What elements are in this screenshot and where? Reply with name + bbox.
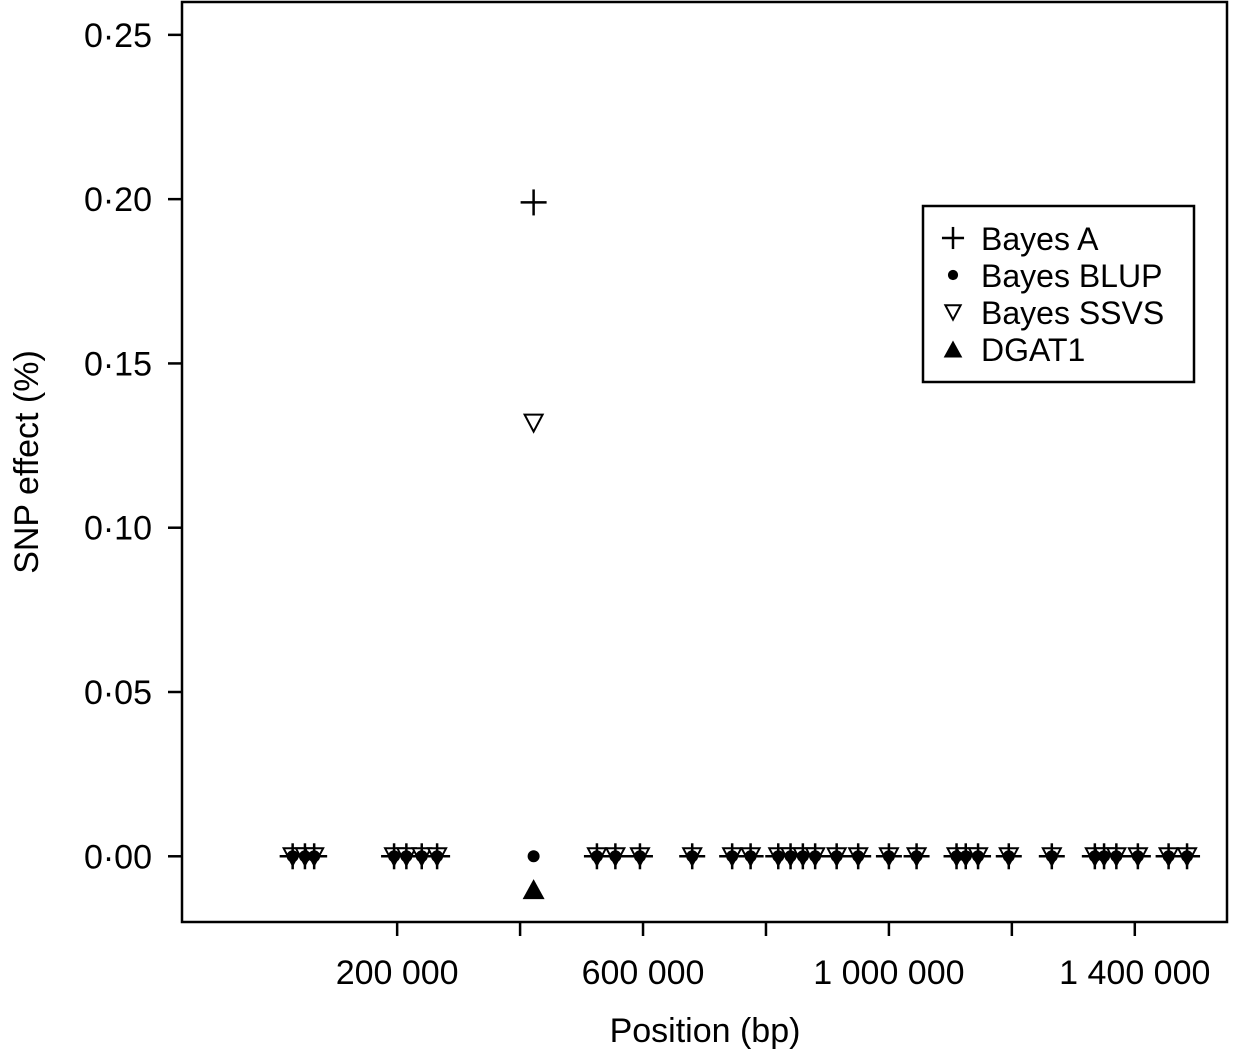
legend-box: [921, 204, 1196, 384]
legend-marker-bayes-blup: [947, 269, 959, 281]
point-dgat1: [522, 879, 545, 900]
y-tick-label: 0·25: [84, 17, 152, 55]
x-tick-label: 1 400 000: [1059, 954, 1210, 992]
point-bayes-blup: [1162, 850, 1175, 863]
point-bayes-blup: [882, 850, 895, 863]
point-bayes-ssvs: [522, 413, 545, 434]
y-tick-label: 0·05: [84, 674, 152, 712]
point-bayes-blup: [959, 850, 972, 863]
point-bayes-blup: [415, 850, 428, 863]
point-bayes-blup: [796, 850, 809, 863]
point-bayes-blup: [852, 850, 865, 863]
point-bayes-blup: [830, 850, 843, 863]
y-tick-label: 0·20: [84, 181, 152, 219]
y-axis-label: SNP effect (%): [8, 350, 46, 574]
x-tick-label: 600 000: [582, 954, 705, 992]
y-tick-label: 0·00: [84, 838, 152, 876]
point-bayes-blup: [298, 850, 311, 863]
point-bayes-blup: [609, 850, 622, 863]
legend-label-bayes-blup: Bayes BLUP: [981, 258, 1162, 294]
point-bayes-blup: [1131, 850, 1144, 863]
y-tick-label: 0·15: [84, 345, 152, 383]
legend-label-bayes-a: Bayes A: [981, 221, 1099, 257]
point-bayes-blup: [633, 850, 646, 863]
plot-frame: [180, 0, 1229, 924]
point-bayes-blup: [950, 850, 963, 863]
legend-label-bayes-ssvs: Bayes SSVS: [981, 295, 1164, 331]
point-bayes-blup: [784, 850, 797, 863]
legend-marker-dgat1: [943, 340, 963, 358]
x-axis-label: Position (bp): [610, 1012, 801, 1050]
point-bayes-blup: [1045, 850, 1058, 863]
x-tick-label: 1 000 000: [813, 954, 964, 992]
legend-label-dgat1: DGAT1: [981, 332, 1085, 368]
point-bayes-blup: [400, 850, 413, 863]
point-bayes-blup: [286, 850, 299, 863]
point-bayes-blup: [910, 850, 923, 863]
point-bayes-blup: [744, 850, 757, 863]
legend-marker-bayes-a: [941, 226, 965, 250]
y-tick-label: 0·10: [84, 510, 152, 548]
legend-marker-bayes-ssvs: [943, 304, 963, 322]
point-bayes-blup: [686, 850, 699, 863]
point-bayes-blup: [1088, 850, 1101, 863]
point-bayes-blup: [527, 850, 540, 863]
point-bayes-a: [520, 189, 547, 216]
point-bayes-blup: [388, 850, 401, 863]
point-bayes-blup: [590, 850, 603, 863]
x-tick-label: 200 000: [336, 954, 459, 992]
point-bayes-blup: [726, 850, 739, 863]
point-bayes-blup: [972, 850, 985, 863]
point-bayes-blup: [308, 850, 321, 863]
point-bayes-blup: [1002, 850, 1015, 863]
point-bayes-blup: [431, 850, 444, 863]
point-bayes-blup: [809, 850, 822, 863]
point-bayes-blup: [772, 850, 785, 863]
point-bayes-blup: [1110, 850, 1123, 863]
point-bayes-blup: [1181, 850, 1194, 863]
axis-ticks: 0·00 0·05 0·10 0·15 0·20 0·25 200 000 600 000 1 …: [84, 17, 1210, 992]
data-points: [279, 189, 1201, 900]
point-bayes-blup: [1098, 850, 1111, 863]
